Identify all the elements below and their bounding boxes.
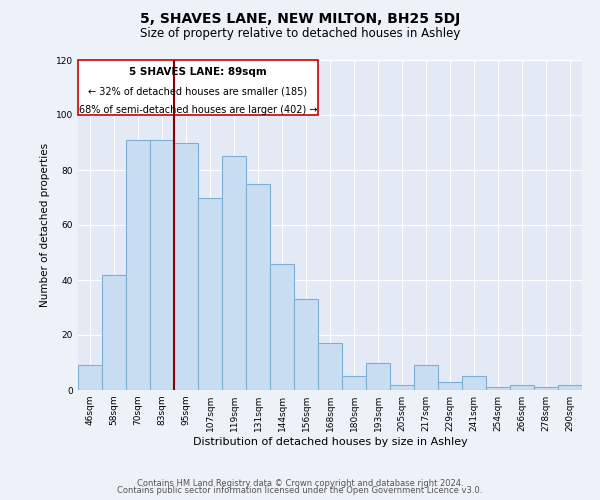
Text: Contains HM Land Registry data © Crown copyright and database right 2024.: Contains HM Land Registry data © Crown c… (137, 478, 463, 488)
Bar (414, 365, 438, 390)
Text: 5 SHAVES LANE: 89sqm: 5 SHAVES LANE: 89sqm (129, 67, 267, 77)
Bar (510, 384, 534, 390)
Text: 5, SHAVES LANE, NEW MILTON, BH25 5DJ: 5, SHAVES LANE, NEW MILTON, BH25 5DJ (140, 12, 460, 26)
Bar (222, 156, 246, 390)
Text: ← 32% of detached houses are smaller (185): ← 32% of detached houses are smaller (18… (88, 86, 308, 96)
Bar (294, 299, 318, 390)
Bar (102, 274, 126, 390)
Bar (366, 362, 390, 390)
Bar (318, 343, 342, 390)
Bar (270, 264, 294, 390)
FancyBboxPatch shape (78, 60, 318, 115)
Bar (174, 142, 198, 390)
Bar (198, 198, 222, 390)
Bar (534, 387, 558, 390)
Bar (558, 384, 582, 390)
Bar (150, 140, 174, 390)
Bar (462, 376, 486, 390)
Text: Size of property relative to detached houses in Ashley: Size of property relative to detached ho… (140, 28, 460, 40)
Text: Contains public sector information licensed under the Open Government Licence v3: Contains public sector information licen… (118, 486, 482, 495)
Bar (486, 387, 510, 390)
Text: 68% of semi-detached houses are larger (402) →: 68% of semi-detached houses are larger (… (79, 106, 317, 116)
Bar (126, 140, 150, 390)
Bar (246, 184, 270, 390)
Bar (342, 376, 366, 390)
Bar (78, 365, 102, 390)
Bar (438, 382, 462, 390)
Bar (390, 384, 414, 390)
X-axis label: Distribution of detached houses by size in Ashley: Distribution of detached houses by size … (193, 437, 467, 447)
Y-axis label: Number of detached properties: Number of detached properties (40, 143, 50, 307)
